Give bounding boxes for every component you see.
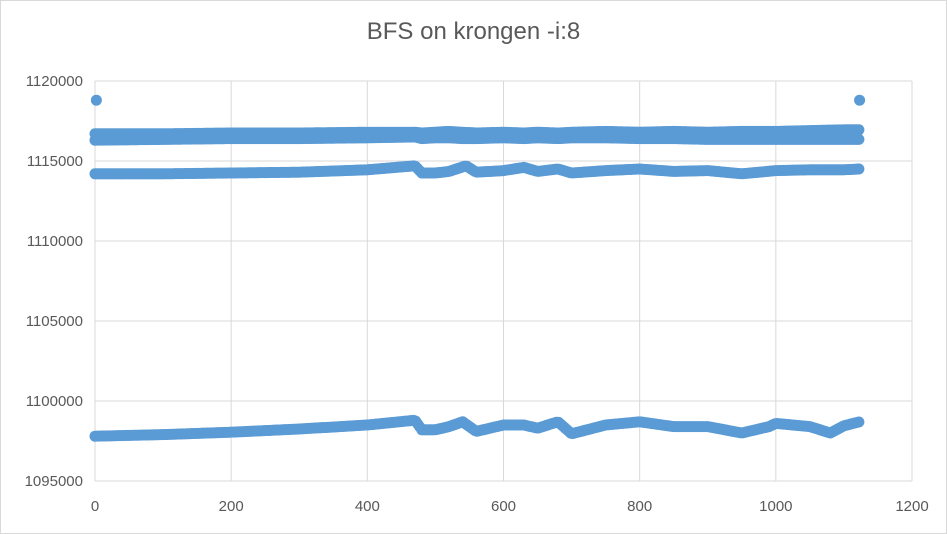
y-tick-label: 1100000 xyxy=(26,393,83,410)
outlier-point xyxy=(90,94,102,106)
gridlines xyxy=(94,80,913,482)
data-point xyxy=(853,124,865,136)
data-points xyxy=(89,94,866,442)
outlier-point xyxy=(854,94,866,106)
chart-title: BFS on krongen -i:8 xyxy=(366,18,581,45)
y-tick-label: 1110000 xyxy=(27,233,83,250)
y-tick-label: 1120000 xyxy=(26,73,83,90)
x-tick-label: 1000 xyxy=(759,498,792,515)
x-tick-label: 400 xyxy=(355,498,380,515)
x-tick-label: 0 xyxy=(91,498,99,515)
x-tick-label: 800 xyxy=(627,498,652,515)
data-point xyxy=(853,133,865,145)
data-point xyxy=(853,163,865,175)
y-tick-label: 1115000 xyxy=(27,153,83,170)
x-tick-label: 600 xyxy=(491,498,516,515)
y-tick-label: 1095000 xyxy=(25,473,83,490)
data-point xyxy=(853,416,865,428)
axes: 0 200 400 600 800 1000 1200 1095000 1100000 11050… xyxy=(25,73,929,515)
y-tick-label: 1105000 xyxy=(26,313,83,330)
x-tick-label: 200 xyxy=(219,498,244,515)
x-tick-label: 1200 xyxy=(895,498,928,515)
